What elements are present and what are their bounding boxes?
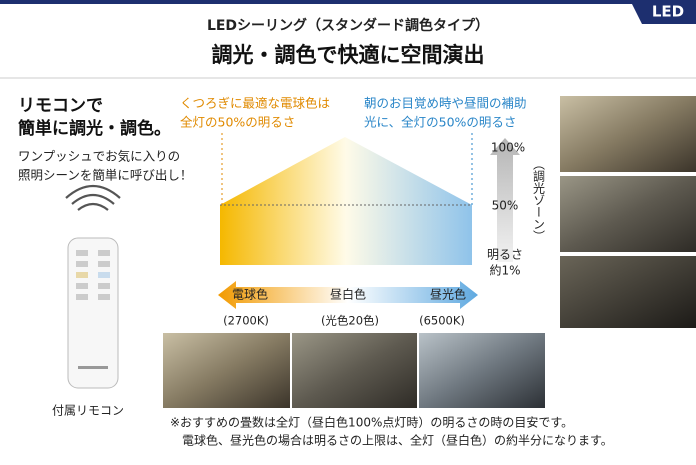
remote-heading: 簡単に調光・調色。 bbox=[17, 118, 171, 139]
color-label: 昼白色 bbox=[330, 287, 366, 302]
remote-description: 照明シーンを簡単に呼び出し！ bbox=[18, 168, 192, 183]
right-note: 朝のお目覚め時や昼間の補助 bbox=[364, 96, 527, 111]
remote-control bbox=[67, 237, 119, 389]
kelvin-label: (光色20色) bbox=[321, 314, 379, 328]
badge-bg bbox=[630, 0, 696, 24]
brightness-bottom: 明るさ bbox=[487, 248, 523, 262]
color-label: 電球色 bbox=[232, 288, 268, 302]
badge: LED bbox=[652, 3, 684, 21]
kelvin-label: (6500K) bbox=[419, 314, 465, 328]
dimming-zone: （調光ゾーン） bbox=[532, 158, 546, 242]
remote-description: ワンプッシュでお気に入りの bbox=[18, 149, 180, 164]
left-note: 全灯の50%の明るさ bbox=[180, 115, 295, 130]
brightness-top: 100% bbox=[491, 141, 525, 155]
room-photo bbox=[560, 176, 696, 252]
footnote: ※おすすめの畳数は全灯（昼白色100%点灯時）の明るさの時の目安です。 bbox=[170, 415, 573, 430]
room-photo bbox=[560, 256, 696, 328]
right-note: 光に、全灯の50%の明るさ bbox=[364, 115, 516, 130]
color-brightness-area bbox=[220, 137, 472, 265]
left-note: くつろぎに最適な電球色は bbox=[180, 96, 330, 111]
room-photo bbox=[292, 333, 417, 408]
signal-waves bbox=[65, 185, 121, 211]
color-label: 昼光色 bbox=[430, 288, 466, 302]
brightness-bottom: 約1% bbox=[489, 263, 520, 278]
brightness-middle: 50% bbox=[492, 199, 519, 213]
color-arrow bbox=[218, 281, 478, 309]
subtitle: 調光・調色で快適に空間演出 bbox=[212, 43, 485, 67]
title: LEDシーリング（スタンダード調色タイプ） bbox=[207, 17, 489, 34]
room-photo bbox=[560, 96, 696, 172]
room-photo bbox=[163, 333, 290, 408]
remote-caption: 付属リモコン bbox=[52, 404, 124, 418]
brightness-arrow bbox=[490, 138, 520, 262]
top-bar bbox=[0, 0, 696, 4]
remote-heading: リモコンで bbox=[18, 96, 103, 116]
kelvin-label: (2700K) bbox=[223, 314, 269, 328]
room-photo bbox=[419, 333, 545, 408]
footnote: 電球色、昼光色の場合は明るさの上限は、全灯（昼白色）の約半分になります。 bbox=[182, 433, 613, 448]
